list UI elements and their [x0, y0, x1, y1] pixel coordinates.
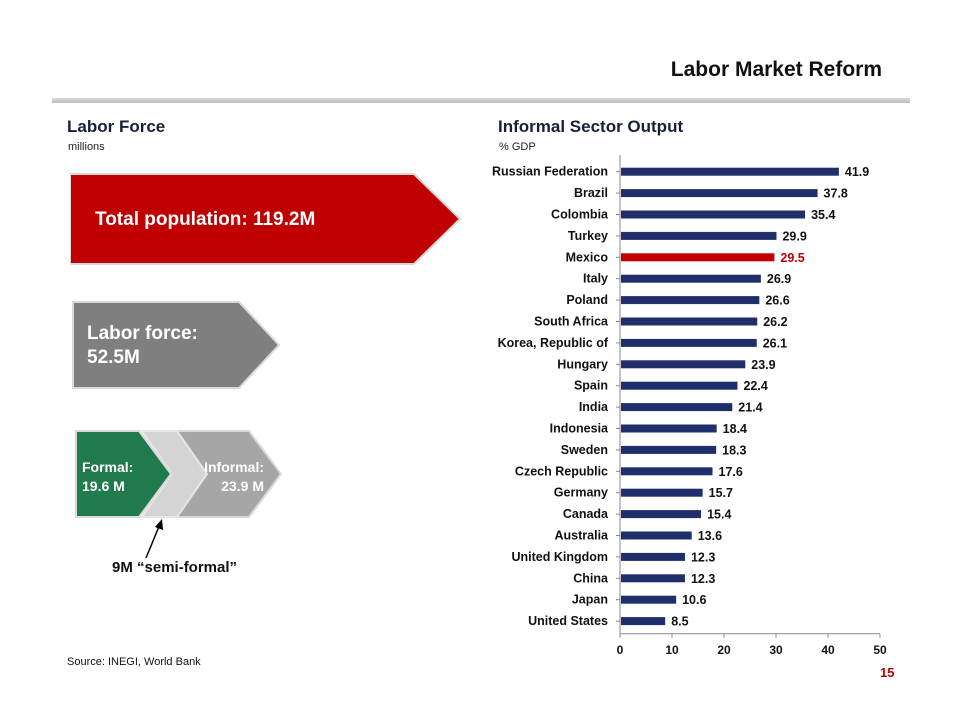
bar: [621, 296, 760, 305]
category-label: Turkey: [568, 229, 608, 243]
bar: [621, 167, 839, 176]
x-tick-label: 40: [821, 643, 835, 655]
value-label: 26.1: [763, 336, 787, 350]
category-label: Russian Federation: [492, 165, 608, 179]
informal-label-line1: Informal:: [204, 459, 264, 475]
category-label: China: [573, 571, 609, 585]
bar: [621, 424, 717, 433]
page-number: 15: [880, 665, 895, 680]
formal-label-line2: 19.6 M: [82, 478, 125, 494]
bar: [621, 574, 685, 583]
semi-formal-pointer-icon: [145, 519, 163, 559]
category-label: United Kingdom: [511, 550, 608, 564]
labor-force-label-line1: Labor force:: [87, 323, 198, 344]
bar: [621, 317, 758, 326]
value-label: 10.6: [682, 593, 706, 607]
slide-title: Labor Market Reform: [670, 58, 882, 81]
value-label: 15.4: [707, 508, 731, 522]
informal-output-chart: Russian Federation 41.9 Brazil 37.8 Colombia…: [492, 155, 887, 655]
labor-force-label: Labor force: 52.5M: [87, 322, 198, 370]
formal-informal-arrows: [75, 430, 283, 518]
value-label: 29.5: [780, 251, 804, 265]
labor-force-arrow: [72, 301, 281, 389]
bar: [621, 467, 713, 476]
value-label: 26.2: [763, 315, 787, 329]
bar: [621, 403, 733, 412]
x-tick-label: 50: [873, 643, 887, 655]
value-label: 18.4: [723, 422, 747, 436]
category-label: Australia: [555, 529, 610, 543]
bar: [621, 510, 702, 519]
total-population-label: Total population: 119.2M: [95, 209, 316, 230]
category-label: Japan: [572, 593, 608, 607]
category-label: Poland: [566, 293, 608, 307]
informal-label-line2: 23.9 M: [221, 478, 264, 494]
value-label: 26.9: [767, 272, 791, 286]
total-population-arrow: [70, 173, 462, 265]
category-label: Spain: [574, 379, 608, 393]
x-tick-label: 20: [717, 643, 731, 655]
category-label: Colombia: [551, 208, 609, 222]
category-label: Italy: [583, 272, 608, 286]
bar: [621, 231, 777, 240]
category-label: Czech Republic: [515, 464, 608, 478]
value-label: 18.3: [722, 443, 746, 457]
x-tick-label: 10: [665, 643, 679, 655]
informal-output-unit: % GDP: [499, 141, 536, 153]
value-label: 37.8: [824, 187, 848, 201]
formal-label-line1: Formal:: [82, 459, 134, 475]
bar: [621, 381, 738, 390]
bar: [621, 488, 703, 497]
title-divider: [52, 98, 910, 103]
bar: [621, 552, 685, 561]
value-label: 17.6: [719, 465, 743, 479]
category-label: United States: [528, 614, 608, 628]
value-label: 12.3: [691, 572, 715, 586]
category-label: Canada: [563, 507, 609, 521]
labor-force-label-line2: 52.5M: [87, 347, 140, 368]
category-label: Brazil: [574, 186, 608, 200]
value-label: 21.4: [738, 401, 762, 415]
bar: [621, 253, 775, 262]
value-label: 41.9: [845, 165, 869, 179]
value-label: 15.7: [709, 486, 733, 500]
value-label: 23.9: [751, 358, 775, 372]
bar: [621, 360, 746, 369]
category-label: Mexico: [566, 250, 609, 264]
category-label: Hungary: [557, 357, 608, 371]
category-label: Sweden: [561, 443, 608, 457]
value-label: 29.9: [782, 229, 806, 243]
informal-output-heading: Informal Sector Output: [498, 117, 684, 136]
formal-label: Formal: 19.6 M: [82, 458, 133, 496]
category-label: Korea, Republic of: [498, 336, 609, 350]
bar: [621, 531, 692, 540]
formal-arrow: [75, 430, 173, 518]
value-label: 26.6: [765, 294, 789, 308]
value-label: 12.3: [691, 550, 715, 564]
bar: [621, 210, 806, 219]
value-label: 35.4: [811, 208, 835, 222]
category-label: South Africa: [534, 315, 609, 329]
bar: [621, 189, 818, 198]
labor-force-heading: Labor Force: [67, 117, 166, 136]
labor-force-unit: millions: [68, 141, 105, 153]
semi-formal-label: 9M “semi-formal”: [112, 559, 238, 576]
category-label: Germany: [554, 486, 608, 500]
bar: [621, 445, 717, 454]
category-label: India: [579, 400, 609, 414]
value-label: 8.5: [671, 615, 688, 629]
x-tick-label: 30: [769, 643, 783, 655]
bar: [621, 274, 761, 283]
value-label: 22.4: [743, 379, 767, 393]
category-label: Indonesia: [550, 422, 609, 436]
bar: [621, 338, 757, 347]
source-note: Source: INEGI, World Bank: [67, 656, 201, 668]
x-tick-label: 0: [617, 643, 624, 655]
bar: [621, 617, 666, 626]
informal-label: Informal: 23.9 M: [190, 458, 264, 496]
value-label: 13.6: [698, 529, 722, 543]
bar: [621, 595, 677, 604]
